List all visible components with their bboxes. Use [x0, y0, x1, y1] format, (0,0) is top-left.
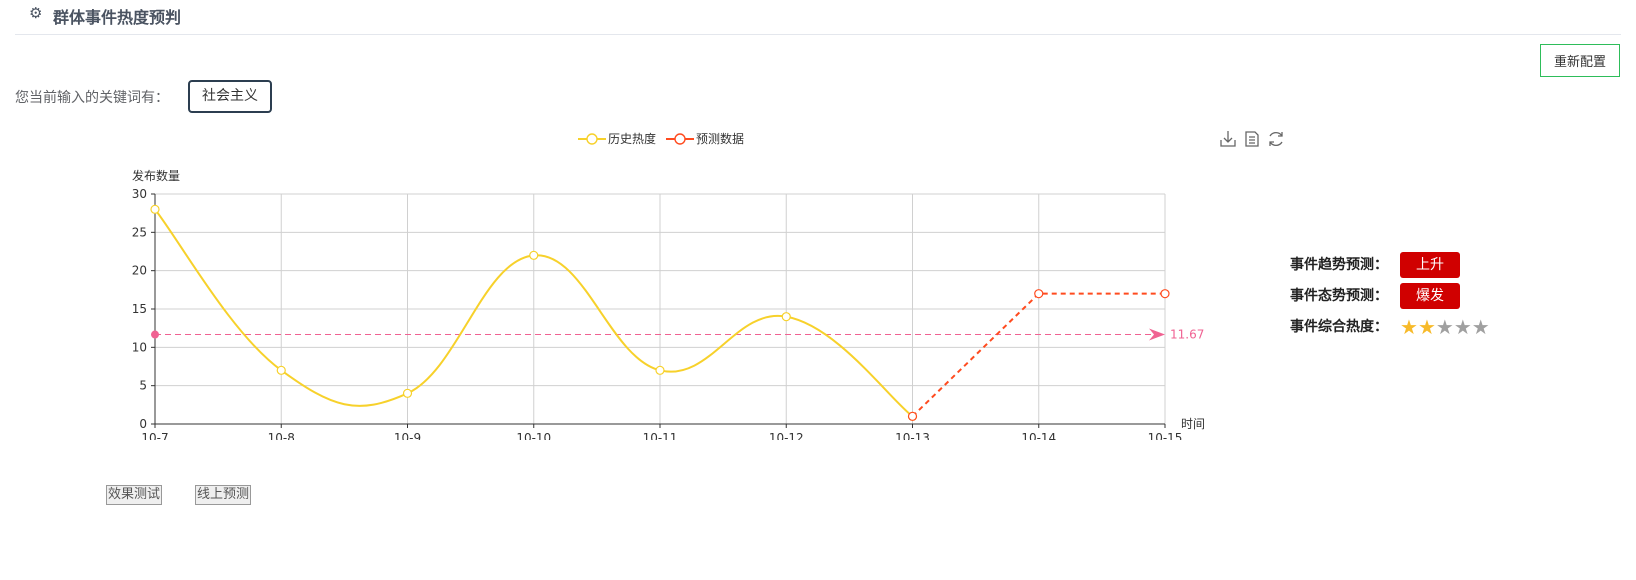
keyword-label: 您当前输入的关键词有： [15, 90, 169, 106]
heat-label: 事件综合热度： [1290, 319, 1388, 335]
y-tick-label: 5 [139, 379, 147, 393]
star-empty-icon: ★ [1471, 315, 1490, 339]
x-tick-label: 10-12 [769, 431, 804, 440]
y-tick-label: 0 [139, 417, 147, 431]
download-icon [1220, 131, 1236, 147]
series-1-point [276, 365, 286, 375]
y-tick-label: 25 [132, 225, 147, 239]
series-1-point [529, 250, 539, 260]
x-tick-label: 10-10 [516, 431, 551, 440]
y-tick-label: 20 [132, 264, 147, 278]
x-tick-label: 10-7 [141, 431, 168, 440]
gear-icon: ⚙ [29, 4, 43, 22]
state-badge: 爆发 [1400, 283, 1460, 309]
star-empty-icon: ★ [1453, 315, 1472, 339]
state-label: 事件态势预测： [1290, 288, 1388, 304]
x-tick-label: 10-15 [1148, 431, 1183, 440]
y-tick-label: 15 [132, 302, 147, 316]
trend-row: 事件趋势预测： 上升 [1290, 252, 1460, 278]
series-1-point [402, 388, 413, 398]
series-1-point [781, 312, 791, 322]
x-axis-title: 时间 [1181, 417, 1205, 431]
x-tick-label: 10-14 [1021, 431, 1056, 440]
series-2-point [1034, 289, 1044, 299]
keyword-tag: 社会主义 [188, 80, 272, 113]
legend-label-2: 预测数据 [696, 131, 744, 146]
series-line-2 [911, 292, 1165, 418]
page-title: 群体事件热度预判 [53, 8, 182, 27]
x-tick-label: 10-9 [394, 431, 421, 440]
trend-label: 事件趋势预测： [1290, 257, 1388, 273]
state-row: 事件态势预测： 爆发 [1290, 283, 1460, 309]
x-tick-label: 10-13 [895, 431, 930, 440]
x-tick-label: 10-8 [268, 431, 295, 440]
series-2-point [907, 411, 918, 421]
x-tick-label: 10-11 [643, 431, 678, 440]
data-view-icon [1245, 131, 1259, 147]
heat-rating: ★★★★★ [1400, 316, 1490, 338]
y-tick-label: 30 [132, 187, 147, 201]
y-axis-title: 发布数量 [132, 168, 180, 183]
heat-row: 事件综合热度： ★★★★★ [1290, 314, 1490, 340]
heat-line-chart: 0 5 10 15 20 25 30 10-7 10-8 10-9 10-10 10-11 10-12 1… [132, 131, 1283, 440]
legend-label-1: 历史热度 [608, 131, 656, 146]
reconfig-button[interactable]: 重新配置 [1540, 44, 1620, 77]
effect-test-button[interactable]: 效果测试 [106, 485, 163, 505]
refresh-icon [1269, 132, 1283, 146]
series-2-point [1160, 289, 1170, 299]
page-header: ⚙ 群体事件热度预判 [15, 0, 1621, 35]
series-1-point [150, 204, 160, 214]
online-predict-button[interactable]: 线上预测 [195, 485, 252, 505]
star-filled-icon: ★ [1417, 315, 1436, 339]
markline-label: 11.67 [1170, 328, 1204, 342]
markline-start-point [151, 330, 159, 339]
series-1-point [655, 365, 665, 375]
markline-arrow [1149, 328, 1165, 341]
star-empty-icon: ★ [1435, 315, 1454, 339]
trend-badge: 上升 [1400, 252, 1460, 278]
legend-symbol-marker [586, 133, 598, 145]
y-tick-label: 10 [132, 340, 147, 354]
star-filled-icon: ★ [1400, 315, 1418, 339]
legend-symbol-marker [674, 133, 686, 145]
